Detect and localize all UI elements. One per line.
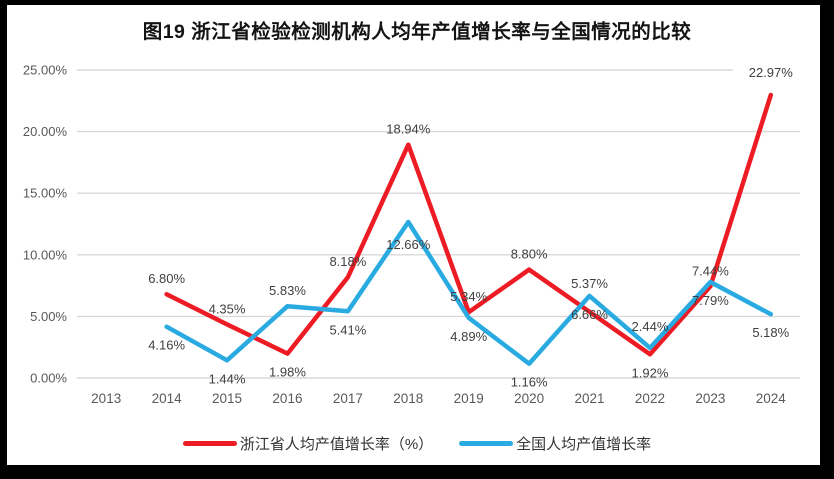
x-axis-tick-label: 2014 [152,391,183,406]
y-axis-tick-label: 0.00% [30,371,67,386]
y-axis-tick-label: 15.00% [23,186,68,201]
data-label-series-1: 7.79% [692,293,729,308]
data-label-series-0: 5.37% [571,276,608,291]
data-label-series-1: 12.66% [386,237,431,252]
x-axis-tick-label: 2024 [756,391,787,406]
legend-label-national: 全国人均产值增长率 [516,435,652,453]
data-label-series-1: 4.16% [148,338,185,353]
x-axis-tick-label: 2016 [272,391,302,406]
data-label-series-0: 22.97% [749,65,794,80]
x-axis-tick-label: 2020 [514,391,544,406]
legend-line-swatch-zhejiang [182,440,237,446]
x-axis-tick-label: 2015 [212,391,242,406]
series-line-1 [164,219,774,366]
data-label-series-0: 1.92% [632,365,669,380]
x-axis-tick-label: 2021 [575,391,605,406]
data-label-series-1: 2.44% [632,319,669,334]
photo-border-bottom [0,465,834,479]
y-axis-tick-label: 5.00% [30,309,67,324]
x-axis-tick-label: 2019 [454,391,484,406]
data-label-series-0: 1.98% [269,365,306,380]
x-axis-tick-label: 2018 [393,391,423,406]
data-label-series-1: 1.44% [209,371,246,386]
legend-label-zhejiang: 浙江省人均产值增长率（%） [239,435,434,453]
photo-border-top [0,0,834,5]
data-label-series-0: 8.80% [511,247,548,262]
data-label-series-0: 18.94% [386,122,431,137]
x-axis-tick-label: 2017 [333,391,363,406]
x-axis-tick-label: 2023 [695,391,725,406]
data-label-series-1: 4.89% [450,329,487,344]
data-label-series-1: 1.16% [511,375,548,390]
chart-title: 图19 浙江省检验检测机构人均年产值增长率与全国情况的比较 [142,21,692,43]
y-axis-tick-label: 20.00% [23,124,68,139]
data-label-series-1: 5.83% [269,283,306,298]
x-axis-tick-label: 2022 [635,391,665,406]
legend-item-zhejiang: 浙江省人均产值增长率（%） [182,433,434,454]
y-axis-tick-label: 25.00% [23,63,68,78]
chart-legend: 浙江省人均产值增长率（%） 全国人均产值增长率 [0,431,834,455]
x-axis-tick-label: 2013 [91,391,121,406]
data-label-series-1: 6.66% [571,307,608,322]
photo-border-left [0,0,7,479]
data-label-series-0: 5.34% [450,289,487,304]
data-label-series-0: 6.80% [148,271,185,286]
y-axis-tick-label: 10.00% [23,247,68,262]
data-label-series-0: 4.35% [209,301,246,316]
data-label-series-0: 7.44% [692,263,729,278]
data-label-series-0: 8.18% [329,254,366,269]
series-line-0 [164,92,774,357]
photo-border-right [820,0,834,479]
legend-line-swatch-national [459,440,514,446]
legend-item-national: 全国人均产值增长率 [459,433,651,454]
data-label-series-1: 5.18% [752,325,789,340]
data-label-series-1: 5.41% [329,322,366,337]
